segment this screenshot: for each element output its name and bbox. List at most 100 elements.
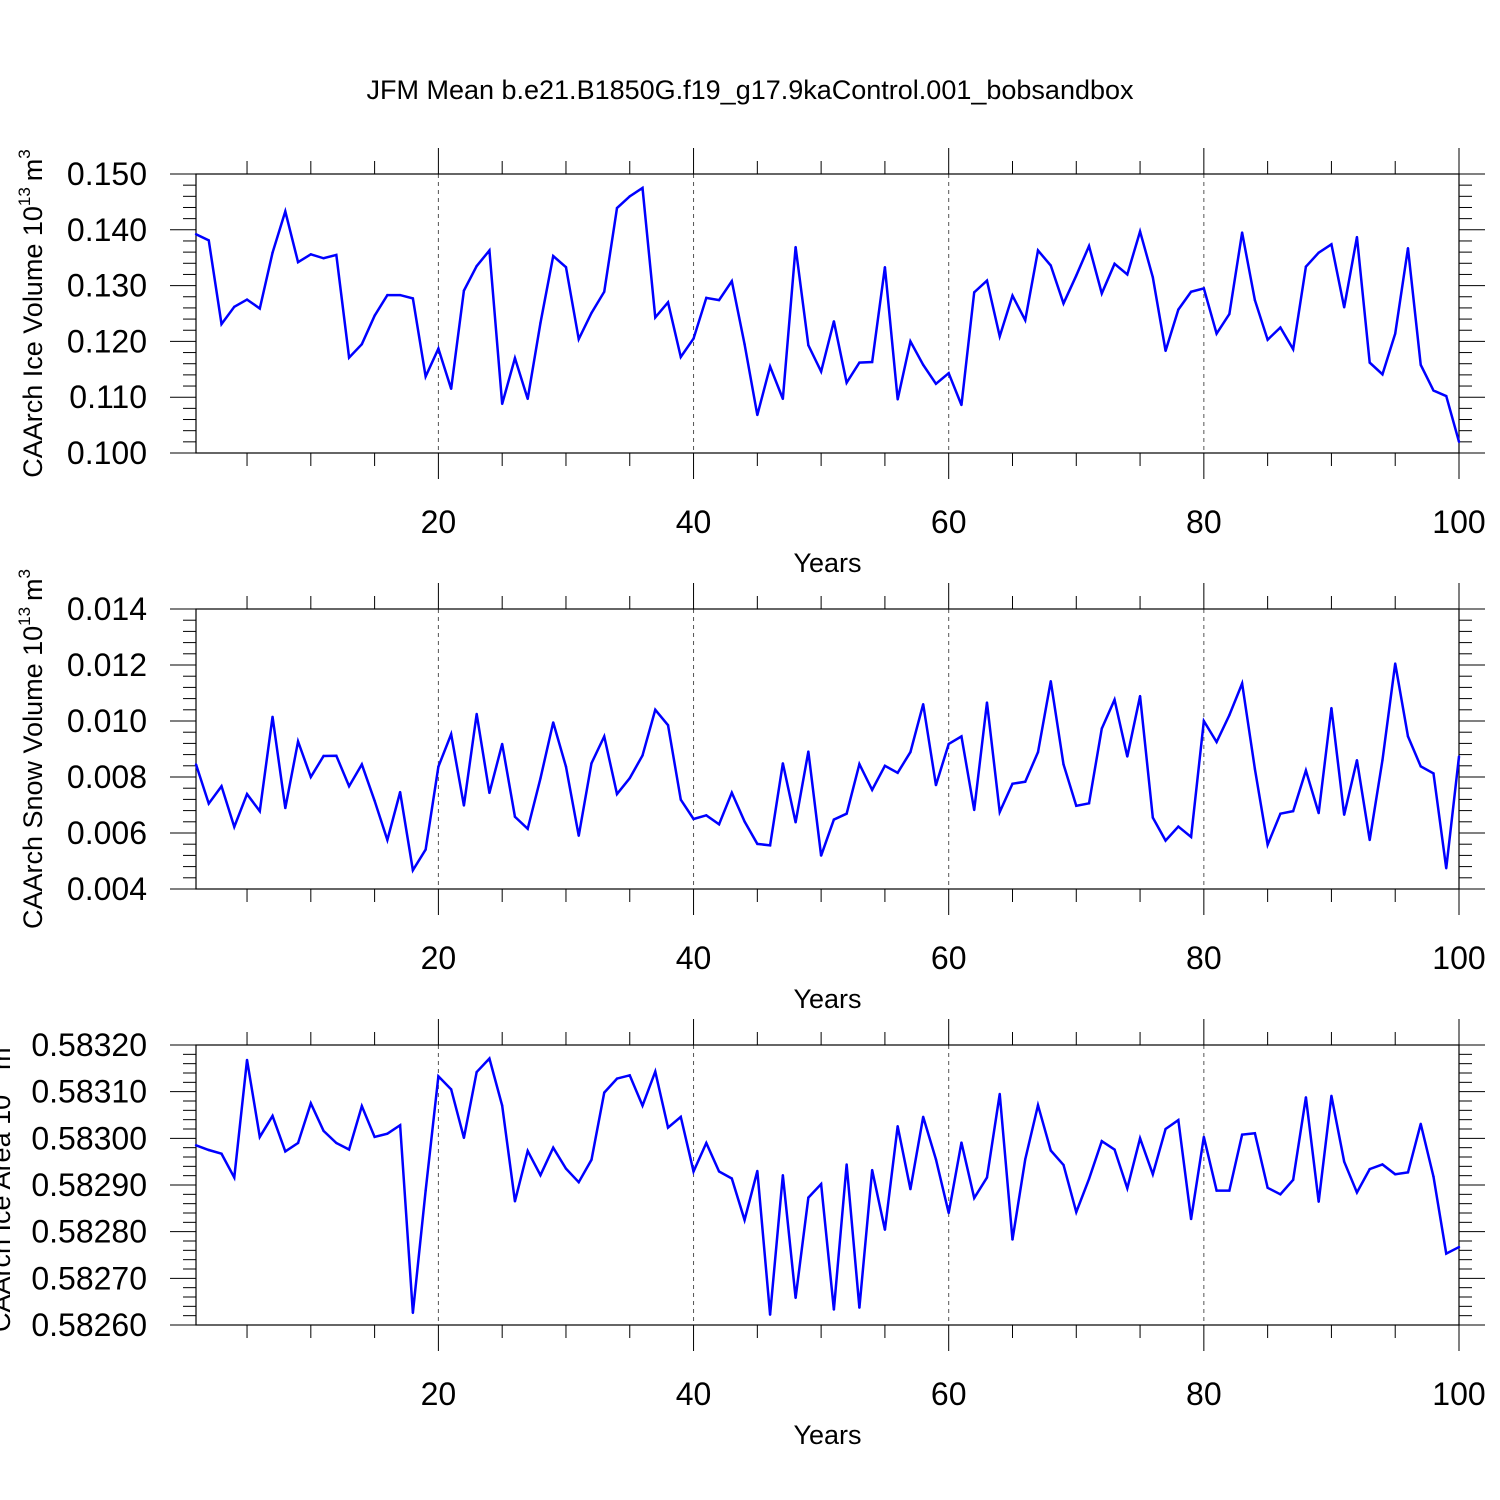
plot-frame xyxy=(195,1044,1460,1326)
data-point xyxy=(1177,308,1180,311)
data-point xyxy=(705,1141,708,1145)
data-point xyxy=(603,290,606,293)
data-point xyxy=(1381,759,1384,762)
data-point xyxy=(398,293,402,297)
data-point xyxy=(934,1158,938,1161)
data-point xyxy=(730,791,734,794)
y-tick-label: 0.100 xyxy=(67,435,147,471)
data-point xyxy=(615,206,619,210)
x-tick-label: 40 xyxy=(676,1376,712,1412)
data-point xyxy=(1330,706,1333,710)
data-point xyxy=(1164,349,1167,353)
data-point xyxy=(1215,1189,1218,1192)
data-point xyxy=(654,1070,657,1073)
data-point xyxy=(207,802,210,805)
x-tick-label: 80 xyxy=(1186,940,1222,976)
data-point xyxy=(883,265,887,269)
data-point xyxy=(539,1174,542,1177)
data-point xyxy=(1062,763,1065,766)
data-point xyxy=(1228,713,1231,717)
data-point xyxy=(245,792,249,796)
x-tick-label: 100 xyxy=(1432,1376,1485,1412)
data-point xyxy=(870,1168,874,1172)
data-point xyxy=(1126,1187,1129,1190)
data-point xyxy=(1279,326,1282,329)
y-axis-label-unit: m xyxy=(18,159,48,182)
data-point xyxy=(233,825,236,829)
data-point xyxy=(1253,1132,1257,1135)
y-tick-label: 0.140 xyxy=(67,212,147,248)
data-point xyxy=(1075,1210,1078,1214)
data-point xyxy=(437,347,440,350)
data-point xyxy=(462,289,466,292)
data-point xyxy=(1317,1200,1320,1204)
x-tick-label: 100 xyxy=(1432,504,1485,540)
y-tick-label: 0.006 xyxy=(67,815,147,851)
data-point xyxy=(807,750,810,753)
data-point xyxy=(373,1135,376,1139)
data-point xyxy=(1304,769,1308,772)
data-point xyxy=(526,1149,529,1153)
data-point xyxy=(705,814,708,817)
data-point xyxy=(1240,682,1244,685)
data-point xyxy=(1049,680,1052,683)
data-point xyxy=(1432,1175,1435,1178)
data-point xyxy=(756,842,759,846)
data-point xyxy=(1279,812,1282,815)
data-point xyxy=(488,249,491,252)
data-point xyxy=(870,788,874,792)
data-point xyxy=(845,381,848,384)
data-point xyxy=(1406,247,1410,250)
data-point xyxy=(488,791,491,795)
data-point xyxy=(858,1306,861,1309)
data-point xyxy=(743,820,746,823)
data-point xyxy=(743,342,746,346)
y-tick-label: 0.58280 xyxy=(31,1214,147,1250)
data-point xyxy=(832,1308,836,1311)
data-point xyxy=(666,301,670,304)
data-point xyxy=(284,210,287,213)
data-point xyxy=(1355,235,1359,239)
x-axis-label: Years xyxy=(793,984,861,1014)
data-point xyxy=(335,1141,338,1145)
data-point xyxy=(258,307,261,310)
data-point xyxy=(360,342,364,346)
data-point xyxy=(832,818,836,821)
data-point xyxy=(1036,1104,1040,1107)
data-point xyxy=(258,809,261,813)
x-axis-label: Years xyxy=(793,1420,861,1450)
data-point xyxy=(1291,1178,1295,1182)
data-point xyxy=(513,1200,517,1203)
data-point xyxy=(960,1141,963,1144)
data-point xyxy=(1113,698,1116,701)
data-point xyxy=(1457,440,1461,444)
y-axis-label-exponent: 13 xyxy=(0,1076,2,1095)
data-point xyxy=(1240,231,1244,234)
data-point xyxy=(564,765,568,768)
data-point xyxy=(781,397,785,401)
data-point xyxy=(552,721,555,724)
data-point xyxy=(1266,843,1269,846)
data-point xyxy=(360,1104,364,1108)
data-point xyxy=(641,754,644,757)
data-point xyxy=(424,848,427,851)
data-point xyxy=(1291,809,1295,813)
data-point xyxy=(1419,765,1422,768)
data-point xyxy=(449,387,453,391)
plot-frame xyxy=(195,173,1460,454)
data-point xyxy=(1138,1137,1142,1140)
data-point xyxy=(539,777,542,780)
data-point xyxy=(654,316,657,319)
data-point xyxy=(934,382,938,386)
data-point xyxy=(666,724,670,727)
y-tick-label: 0.120 xyxy=(67,323,147,359)
data-point xyxy=(373,314,376,317)
data-point xyxy=(794,821,797,824)
data-point xyxy=(883,764,887,767)
y-tick-label: 0.58310 xyxy=(31,1074,147,1110)
data-point xyxy=(1087,244,1091,248)
data-point xyxy=(1189,290,1193,293)
data-point xyxy=(437,1075,440,1078)
data-point xyxy=(513,815,517,818)
